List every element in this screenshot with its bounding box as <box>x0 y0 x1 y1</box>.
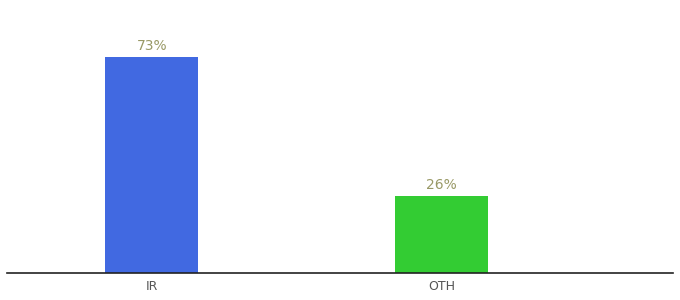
Bar <box>395 196 488 273</box>
Bar <box>105 57 198 273</box>
Text: 73%: 73% <box>137 39 167 53</box>
Text: 26%: 26% <box>426 178 457 192</box>
